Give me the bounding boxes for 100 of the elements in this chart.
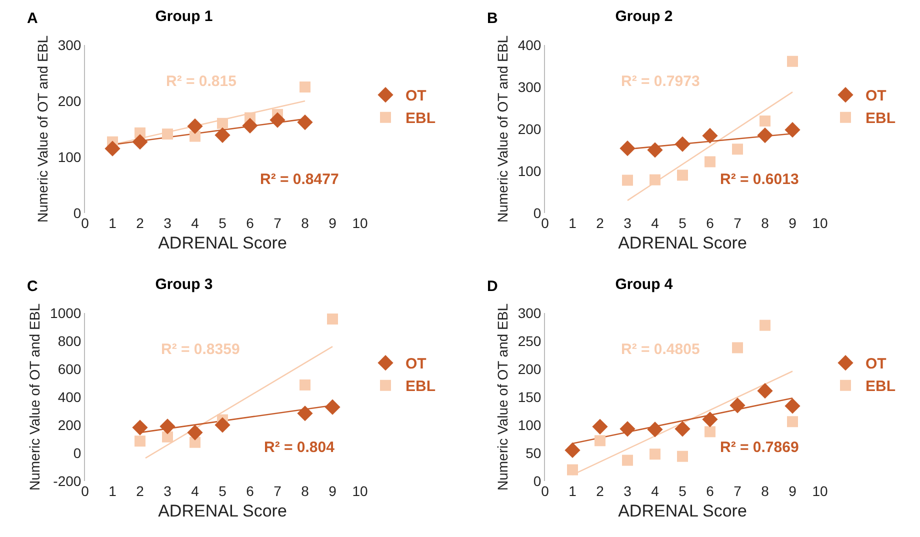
y-axis-title: Numeric Value of OT and EBL xyxy=(34,35,50,223)
y-tick-label: 200 xyxy=(58,416,82,433)
x-axis-title: ADRENAL Score xyxy=(618,501,747,520)
chart-title: Group 4 xyxy=(615,276,674,294)
chart-title: Group 2 xyxy=(615,8,673,26)
y-tick-label: 0 xyxy=(73,204,82,221)
annotation: R² = 0.8477 xyxy=(260,171,339,188)
x-tick-label: 3 xyxy=(624,483,632,499)
x-tick-label: 5 xyxy=(678,483,687,499)
point xyxy=(132,420,148,436)
legend-label: EBL xyxy=(866,378,896,396)
annotation: R² = 0.804 xyxy=(264,439,336,456)
y-tick-label: 250 xyxy=(518,332,542,349)
point xyxy=(787,416,798,428)
x-tick-label: 7 xyxy=(274,215,282,231)
text: A xyxy=(27,10,38,27)
x-tick-label: 2 xyxy=(136,483,144,499)
point xyxy=(190,436,200,448)
x-tick-label: 1 xyxy=(568,483,577,499)
y-axis-title: Numeric Value of OT and EBL xyxy=(494,35,510,223)
annotation: R² = 0.815 xyxy=(166,73,236,90)
annotation: R² = 0.7869 xyxy=(720,439,799,456)
x-tick-label: 10 xyxy=(352,483,368,499)
legend-label: EBL xyxy=(406,378,436,396)
x-tick-label: 8 xyxy=(761,483,770,499)
x-tick-label: 7 xyxy=(274,483,282,499)
point xyxy=(134,436,146,447)
point xyxy=(757,383,773,399)
point xyxy=(622,174,633,186)
point xyxy=(784,122,800,138)
y-tick-label: 0 xyxy=(73,444,82,461)
y-axis-title: Numeric Value of OT and EBL xyxy=(494,303,510,491)
y-axis-title: Numeric Value of OT and EBL xyxy=(26,303,43,491)
point xyxy=(567,464,578,476)
point xyxy=(270,112,286,128)
x-tick-label: 9 xyxy=(788,215,797,231)
x-tick-label: 2 xyxy=(596,483,604,499)
x-tick-label: 3 xyxy=(164,215,172,231)
x-tick-label: 2 xyxy=(596,215,604,231)
legend-label: EBL xyxy=(866,110,896,128)
text: B xyxy=(487,10,498,27)
point xyxy=(214,417,230,433)
y-tick-label: 1000 xyxy=(50,304,82,321)
y-tick-label: 200 xyxy=(58,92,82,109)
x-tick-label: 8 xyxy=(301,483,310,499)
point xyxy=(327,314,338,325)
point xyxy=(297,114,313,130)
point xyxy=(677,450,688,462)
x-axis-title: ADRENAL Score xyxy=(618,233,747,252)
y-tick-label: 100 xyxy=(518,162,542,179)
y-tick-label: 150 xyxy=(518,388,542,405)
x-tick-label: 9 xyxy=(328,215,337,231)
y-tick-label: 300 xyxy=(58,36,82,53)
point xyxy=(160,418,176,434)
y-tick-label: -200 xyxy=(53,472,82,489)
point xyxy=(620,421,636,437)
x-axis-title: ADRENAL Score xyxy=(158,501,287,520)
x-tick-label: 3 xyxy=(624,215,632,231)
legend-label: OT xyxy=(406,88,426,105)
y-tick-label: 100 xyxy=(518,416,542,433)
annotation: R² = 0.6013 xyxy=(720,171,799,188)
y-tick-label: 300 xyxy=(518,304,542,321)
x-tick-label: 10 xyxy=(812,215,828,231)
x-tick-label: 5 xyxy=(678,215,687,231)
x-tick-label: 7 xyxy=(734,215,742,231)
point xyxy=(217,118,228,129)
chart-title: Group 1 xyxy=(155,8,213,26)
point xyxy=(787,56,798,67)
x-tick-label: 10 xyxy=(812,483,828,499)
point xyxy=(650,448,660,460)
y-tick-label: 400 xyxy=(518,36,542,53)
point xyxy=(732,342,743,354)
legend-label: OT xyxy=(866,356,886,373)
x-tick-label: 5 xyxy=(218,215,227,231)
point xyxy=(214,127,230,143)
x-tick-label: 4 xyxy=(191,215,200,231)
point xyxy=(732,144,743,155)
point xyxy=(324,399,340,415)
text: C xyxy=(27,278,38,295)
point xyxy=(677,170,688,181)
point xyxy=(620,140,636,156)
point xyxy=(647,422,663,438)
legend-label: OT xyxy=(406,356,426,373)
y-tick-label: 600 xyxy=(58,360,82,377)
x-tick-label: 5 xyxy=(218,483,227,499)
point xyxy=(104,140,120,156)
x-tick-label: 1 xyxy=(108,215,117,231)
point xyxy=(297,406,313,422)
point xyxy=(702,412,718,428)
point xyxy=(564,442,580,458)
point xyxy=(300,379,310,390)
legend-label: EBL xyxy=(406,110,436,128)
x-tick-label: 1 xyxy=(108,483,117,499)
point xyxy=(187,118,203,134)
y-tick-label: 200 xyxy=(518,120,542,137)
point xyxy=(190,130,200,142)
x-tick-label: 2 xyxy=(136,215,144,231)
y-tick-label: 800 xyxy=(58,332,82,349)
point xyxy=(784,398,800,414)
x-tick-label: 6 xyxy=(706,483,714,499)
